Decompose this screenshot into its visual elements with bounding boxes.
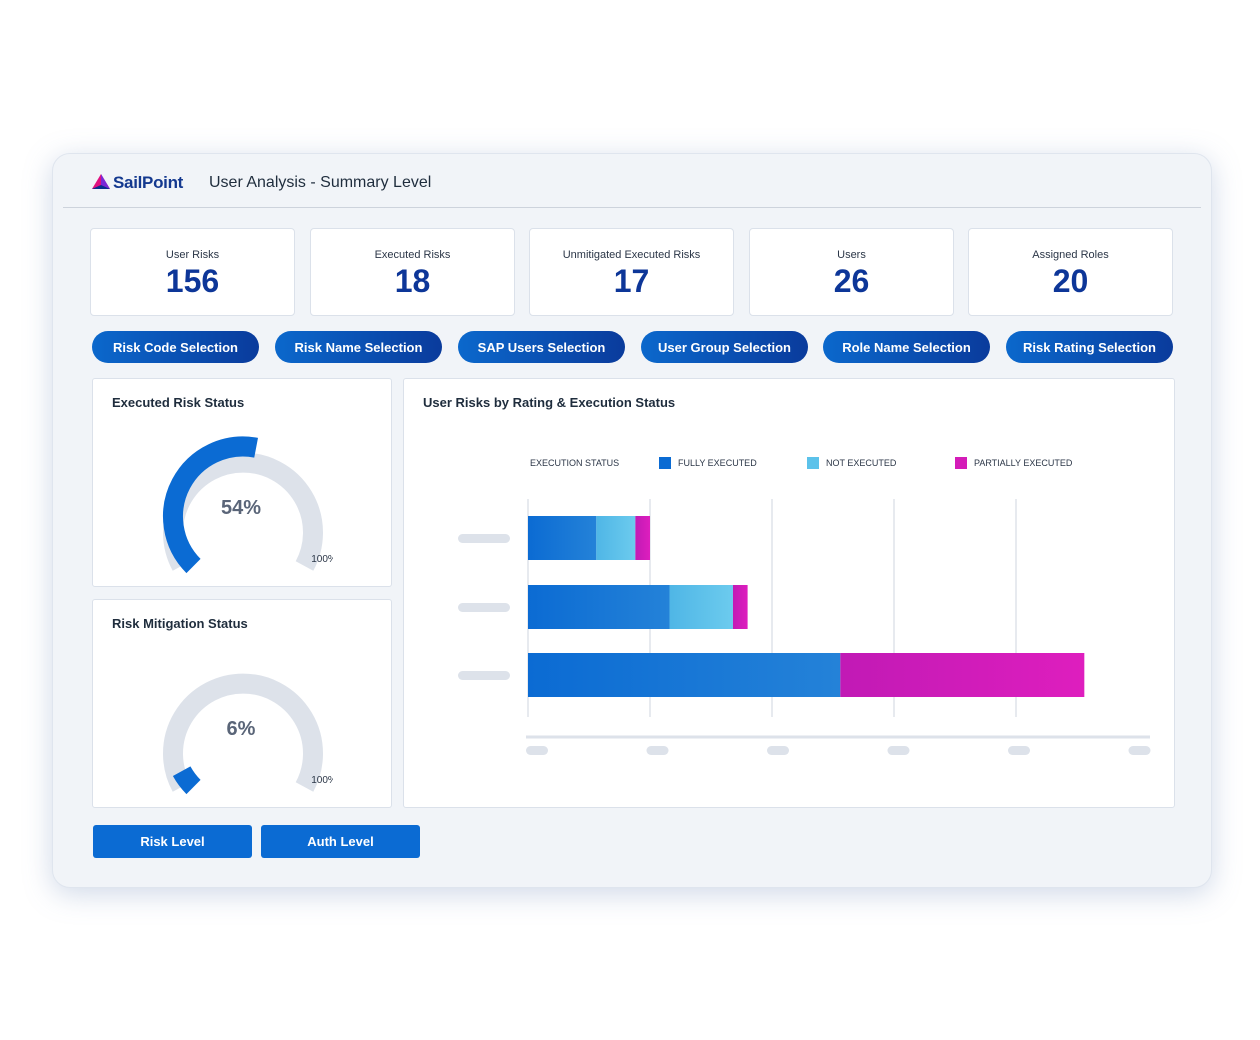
tick-label-placeholder bbox=[767, 746, 789, 755]
risk-mitigation-status-panel: Risk Mitigation Status 6% 100% bbox=[92, 599, 392, 808]
kpi-card-users[interactable]: Users 26 bbox=[749, 228, 954, 316]
bar-segment bbox=[528, 516, 597, 560]
auth-level-button[interactable]: Auth Level bbox=[261, 825, 420, 858]
kpi-value: 20 bbox=[1052, 263, 1089, 299]
tick-label-placeholder bbox=[1008, 746, 1030, 755]
category-label-placeholder bbox=[458, 534, 510, 543]
gauge-max-label: 100% bbox=[311, 775, 333, 786]
risk-name-selection-button[interactable]: Risk Name Selection bbox=[275, 331, 442, 363]
kpi-label: Users bbox=[837, 249, 866, 261]
risk-code-selection-button[interactable]: Risk Code Selection bbox=[92, 331, 259, 363]
kpi-label: Executed Risks bbox=[374, 249, 451, 261]
page-title: User Analysis - Summary Level bbox=[209, 174, 432, 191]
kpi-card-unmitigated-executed-risks[interactable]: Unmitigated Executed Risks 17 bbox=[529, 228, 734, 316]
tick-label-placeholder bbox=[1128, 746, 1151, 755]
kpi-value: 18 bbox=[394, 263, 431, 299]
bar-segment bbox=[528, 653, 841, 697]
bar-segment bbox=[596, 516, 636, 560]
bar-segment bbox=[840, 653, 1085, 697]
executed-risk-gauge: 54% 100% bbox=[163, 436, 333, 574]
bar-segment bbox=[732, 585, 748, 629]
dashboard-window: SailPoint User Analysis - Summary Level … bbox=[52, 153, 1212, 888]
header: SailPoint User Analysis - Summary Level bbox=[53, 154, 1211, 208]
stacked-bar-chart: EXECUTION STATUS FULLY EXECUTED NOT EXECU… bbox=[458, 457, 1151, 755]
gauge-percent-label: 54% bbox=[221, 497, 261, 519]
legend-swatch bbox=[659, 457, 671, 469]
sailpoint-logo: SailPoint bbox=[91, 172, 183, 194]
panel-title: Executed Risk Status bbox=[112, 395, 245, 410]
legend-label: PARTIALLY EXECUTED bbox=[974, 458, 1073, 468]
tick-label-placeholder bbox=[526, 746, 548, 755]
sap-users-selection-button[interactable]: SAP Users Selection bbox=[458, 331, 625, 363]
tick-label-placeholder bbox=[646, 746, 669, 755]
kpi-label: Assigned Roles bbox=[1032, 249, 1109, 261]
sailpoint-logo-icon bbox=[92, 174, 110, 189]
risk-mitigation-gauge: 6% 100% bbox=[163, 673, 333, 795]
legend-label: NOT EXECUTED bbox=[826, 458, 897, 468]
kpi-card-assigned-roles[interactable]: Assigned Roles 20 bbox=[968, 228, 1173, 316]
bar-segment bbox=[635, 516, 650, 560]
gauge-max-label: 100% bbox=[311, 554, 333, 565]
gauge-fill bbox=[172, 766, 201, 795]
gauge-fill bbox=[163, 436, 258, 574]
panel-title: Risk Mitigation Status bbox=[112, 616, 248, 631]
legend-swatch bbox=[807, 457, 819, 469]
gauge-track bbox=[163, 673, 323, 792]
header-divider bbox=[63, 207, 1201, 208]
risk-level-button[interactable]: Risk Level bbox=[93, 825, 252, 858]
kpi-value: 26 bbox=[833, 263, 870, 299]
kpi-label: Unmitigated Executed Risks bbox=[562, 249, 701, 261]
tick-label-placeholder bbox=[887, 746, 910, 755]
kpi-value: 17 bbox=[613, 263, 650, 299]
legend-title: EXECUTION STATUS bbox=[530, 458, 619, 468]
brand-name: SailPoint bbox=[113, 173, 184, 192]
bar-segment bbox=[528, 585, 670, 629]
category-label-placeholder bbox=[458, 671, 510, 680]
chart-title: User Risks by Rating & Execution Status bbox=[423, 395, 676, 410]
legend-swatch bbox=[955, 457, 967, 469]
kpi-label: User Risks bbox=[165, 249, 220, 261]
category-label-placeholder bbox=[458, 603, 510, 612]
kpi-value: 156 bbox=[165, 263, 220, 299]
gauge-percent-label: 6% bbox=[227, 718, 256, 740]
legend-label: FULLY EXECUTED bbox=[678, 458, 757, 468]
kpi-card-executed-risks[interactable]: Executed Risks 18 bbox=[310, 228, 515, 316]
role-name-selection-button[interactable]: Role Name Selection bbox=[823, 331, 990, 363]
kpi-card-user-risks[interactable]: User Risks 156 bbox=[90, 228, 295, 316]
executed-risk-status-panel: Executed Risk Status 54% 100% bbox=[92, 378, 392, 587]
user-group-selection-button[interactable]: User Group Selection bbox=[641, 331, 808, 363]
user-risks-chart-panel: User Risks by Rating & Execution Status … bbox=[403, 378, 1175, 808]
risk-rating-selection-button[interactable]: Risk Rating Selection bbox=[1006, 331, 1173, 363]
bar-segment bbox=[669, 585, 733, 629]
